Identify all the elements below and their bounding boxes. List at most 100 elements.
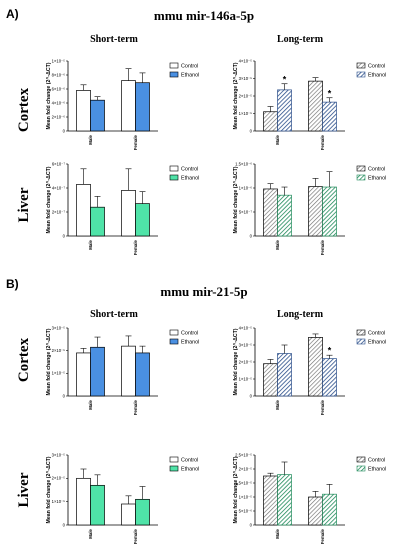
y-tick-label: 2×10⁻⁷ — [52, 209, 66, 214]
significance-mark: * — [328, 88, 332, 98]
y-tick-label: 0 — [250, 522, 253, 527]
bar-ethanol-female — [322, 186, 337, 237]
y-tick-label: 3×10⁻⁵ — [239, 342, 253, 347]
bar-ethanol-male — [277, 353, 292, 397]
y-tick-label: 4×10⁻⁶ — [52, 100, 66, 105]
legend-swatch-ethanol — [356, 338, 366, 345]
category-label: Female — [320, 134, 325, 150]
y-tick-label: 1×10⁻⁵ — [239, 376, 253, 381]
significance-mark: * — [328, 346, 332, 356]
category-label: Male — [88, 239, 93, 249]
legend-swatch-control — [169, 62, 179, 69]
bar-ethanol-male — [277, 89, 292, 132]
bar-ethanol-female — [322, 101, 337, 132]
bar-control-female — [308, 186, 323, 237]
bar-control-female — [121, 345, 136, 397]
y-tick-label: 6×10⁻⁶ — [52, 86, 66, 91]
bar-control-female — [121, 503, 136, 526]
legend-label: Ethanol — [368, 340, 386, 346]
category-label: Male — [275, 399, 280, 409]
category-label: Female — [320, 399, 325, 415]
legend-label: Control — [368, 64, 385, 70]
legend-label: Control — [368, 458, 385, 464]
y-tick-label: 0 — [250, 233, 253, 238]
y-tick-label: 1.5×10⁻⁶ — [235, 161, 252, 166]
legend-swatch-ethanol — [169, 338, 179, 345]
y-tick-label: 3×10⁻⁵ — [239, 76, 253, 81]
category-label: Male — [275, 134, 280, 144]
bar-control-male — [76, 90, 91, 132]
y-tick-label: 1×10⁻⁵ — [52, 58, 66, 63]
legend-label: Ethanol — [368, 176, 386, 182]
category-label: Male — [88, 134, 93, 144]
panel-b-row-cortex: Cortex — [16, 337, 32, 382]
bar-ethanol-male — [90, 346, 105, 397]
category-label: Female — [320, 239, 325, 255]
bar-ethanol-female — [135, 352, 150, 397]
y-tick-label: 6×10⁻⁷ — [52, 161, 66, 166]
bar-control-male — [263, 111, 278, 132]
bar-ethanol-female — [135, 498, 150, 526]
bar-control-female — [121, 190, 136, 237]
y-tick-label: 5×10⁻⁶ — [239, 508, 253, 513]
bar-ethanol-male — [277, 474, 292, 526]
bar-ethanol-male — [90, 99, 105, 132]
category-label: Female — [133, 528, 138, 544]
y-tick-label: 2×10⁻⁵ — [239, 359, 253, 364]
legend-label: Ethanol — [181, 467, 199, 473]
bar-ethanol-female — [135, 203, 150, 237]
panel-b-row-liver: Liver — [16, 472, 32, 507]
y-axis-label: Mean fold change (2^-ΔCT) — [233, 62, 239, 129]
chart-b-liver-long: 0 5×10⁻⁶ 1×10⁻⁵ 1.5×10⁻⁵ 2×10⁻⁵ 2.5×10⁻⁵Mean … — [233, 452, 386, 544]
legend-label: Control — [181, 458, 198, 464]
y-tick-label: 1×10⁻⁵ — [52, 499, 66, 504]
bar-ethanol-male — [277, 194, 292, 237]
legend-label: Control — [181, 167, 198, 173]
legend-swatch-control — [356, 165, 366, 172]
y-tick-label: 3×10⁻⁵ — [52, 452, 66, 457]
bar-control-female — [121, 80, 136, 132]
category-label: Female — [133, 134, 138, 150]
panel-a-col-short: Short-term — [90, 34, 138, 45]
legend-label: Control — [368, 331, 385, 337]
legend-label: Ethanol — [181, 176, 199, 182]
y-tick-label: 0 — [63, 233, 66, 238]
legend-swatch-control — [169, 456, 179, 463]
y-axis-label: Mean fold change (2^-ΔCT) — [233, 166, 239, 233]
y-tick-label: 5×10⁻⁷ — [239, 209, 253, 214]
legend-swatch-control — [169, 329, 179, 336]
y-axis-label: Mean fold change (2^-ΔCT) — [233, 328, 239, 395]
legend-swatch-ethanol — [169, 174, 179, 181]
legend-swatch-control — [356, 329, 366, 336]
bar-control-female — [308, 337, 323, 397]
y-tick-label: 2×10⁻⁵ — [52, 476, 66, 481]
bar-control-male — [263, 475, 278, 526]
panel-b-title: mmu mir-21-5p — [160, 284, 247, 299]
y-tick-label: 2×10⁻⁵ — [52, 348, 66, 353]
category-label: Female — [133, 239, 138, 255]
category-label: Male — [275, 239, 280, 249]
legend-swatch-control — [356, 456, 366, 463]
legend-label: Ethanol — [368, 73, 386, 79]
y-tick-label: 4×10⁻⁵ — [239, 325, 253, 330]
y-tick-label: 1×10⁻⁵ — [239, 494, 253, 499]
y-axis-label: Mean fold change (2^-ΔCT) — [46, 328, 52, 395]
y-tick-label: 0 — [63, 393, 66, 398]
category-label: Female — [133, 399, 138, 415]
y-tick-label: 2×10⁻⁵ — [239, 93, 253, 98]
category-label: Male — [88, 399, 93, 409]
y-tick-label: 2.5×10⁻⁵ — [235, 452, 252, 457]
bar-control-male — [76, 352, 91, 397]
panel-a-title: mmu mir-146a-5p — [154, 8, 254, 23]
category-label: Male — [88, 528, 93, 538]
legend-label: Control — [181, 64, 198, 70]
y-axis-label: Mean fold change (2^-ΔCT) — [233, 456, 239, 523]
panel-a-col-long: Long-term — [277, 34, 324, 45]
